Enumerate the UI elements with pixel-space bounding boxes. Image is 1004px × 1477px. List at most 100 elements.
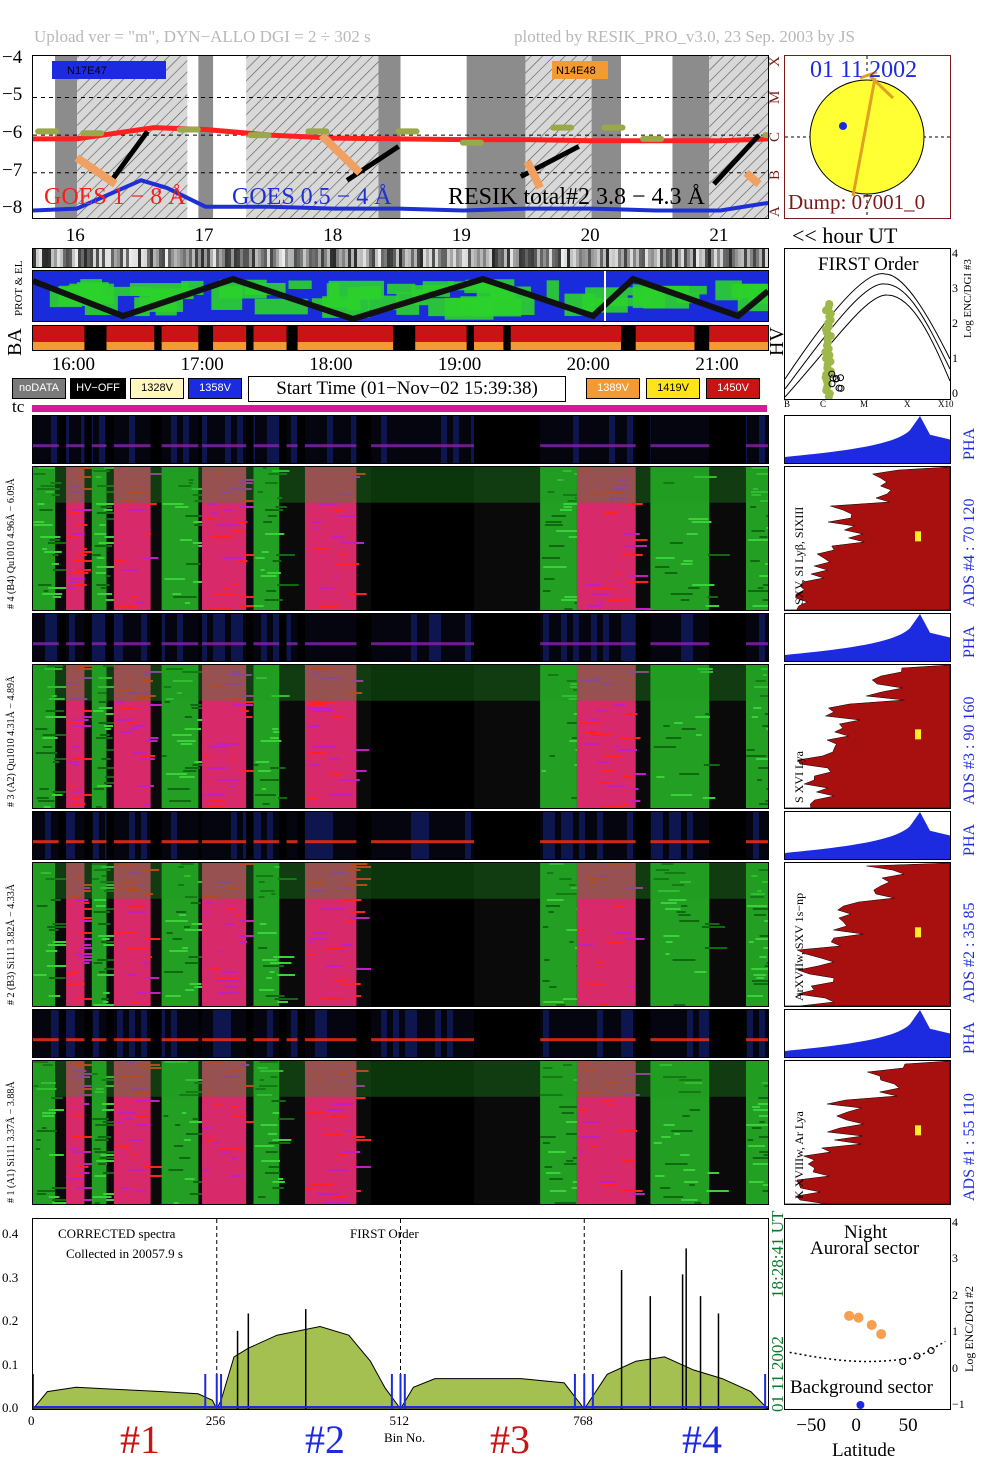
resik-orange-segment [523,159,544,190]
goes-y-tick: −5 [2,84,23,106]
spectrum-panel [32,1218,769,1410]
hour-tick: 21 [709,225,729,246]
latitude-xlabel: Latitude [832,1440,896,1461]
region-tag-right-label: N14E48 [556,65,596,77]
prot-strip [32,270,769,322]
section-label: #2 [305,1417,345,1462]
goes-series-line [33,178,768,213]
spectrum-y-tick: 0.0 [2,1400,19,1415]
section-label: #1 [120,1417,160,1462]
pha-strip [32,613,769,662]
goes-y-tick: −6 [2,122,23,144]
prot-orbit-track [33,275,768,321]
pha-label: PHA [961,1021,978,1054]
goes-plot [33,56,768,218]
time-tick: 18:00 [309,354,353,375]
detector-label: # 1 (A1) Si111 3.37Å − 3.88Å [6,1081,17,1203]
latitude-y-tick: 0 [952,1360,958,1375]
spectrum-x-tick: 768 [573,1413,593,1428]
first-order-ylabel: Log ENC/DGI #3 [962,259,974,338]
tc-strip [32,405,767,412]
latitude-ylabel: Log ENC/DGI #2 [962,1286,976,1372]
first-order-x-tick: B [784,399,791,409]
detector-label: # 2 (B3) Si111 3.82Å − 4.33Å [6,883,17,1005]
spectrogram [32,1060,769,1205]
latitude-bottom-label: Background sector [790,1377,933,1398]
sun-disk-plot [785,56,950,218]
legend-item: 1419V [646,378,700,399]
spectrum-y-tick: 0.3 [2,1269,19,1285]
spectrum-plot [33,1219,768,1409]
background-point [913,1352,921,1360]
resik-orange-segment [318,132,363,176]
line-ids-label: SXV, SI Lyβ, SIXIII [792,506,806,605]
header-left: Upload ver = "m", DYN−ALLO DGI = 2 ÷ 302… [34,27,371,46]
pha-strip [32,1009,769,1058]
pha-histogram [784,613,951,662]
goes-class-letter: A [767,206,783,218]
sun-disk [809,79,925,195]
goes-class-letter: C [767,132,783,143]
first-order-y-tick: 0 [952,386,958,400]
first-order-y-tick: 2 [952,316,958,330]
line-ids-label: S XVI Lya [792,751,806,803]
dump-label: Dump: 07001_0 [788,190,926,214]
auroral-point [853,1312,864,1323]
pha-label: PHA [961,823,978,856]
time-tick: 21:00 [695,354,739,375]
header-right: plotted by RESIK_PRO_v3.0, 23 Sep. 2003 … [514,27,855,46]
goes-class-letter: B [767,169,783,180]
first-order-title: FIRST Order [818,254,919,275]
first-order-x-tick: X10 [938,399,954,409]
background-point [899,1358,907,1365]
goes-shade-band [466,56,526,218]
goes-long-label: GOES 1 − 8 Å [44,184,186,210]
pha-histogram [784,811,951,860]
hour-axis-label: << hour UT [792,223,898,248]
time-tick: 20:00 [566,354,610,375]
pha-strip [32,415,769,464]
spectrum-y-tick: 0.2 [2,1313,19,1329]
resik-total-label: RESIK total#2 3.8 − 4.3 Å [448,184,705,210]
legend-item: 1450V [706,378,760,399]
hour-tick: 16 [65,225,85,246]
line-ids-label: ArXVIIw, SXV 1s−np [792,892,806,1001]
section-label: #3 [490,1417,530,1462]
resik-segment [712,133,761,186]
spectrum-text-collected: Collected in 20057.9 s [66,1246,183,1261]
auroral-point [866,1319,877,1330]
latitude-y-tick: 3 [952,1251,958,1266]
spectrogram [32,664,769,809]
resik-orange-segment [74,154,118,188]
hour-tick: 18 [323,225,343,246]
resik-orange-segment [743,169,762,188]
time-tick: 19:00 [437,354,482,375]
ads-histogram [784,1060,951,1205]
auroral-point [844,1310,855,1321]
legend-item: 1358V [188,378,242,399]
latitude-x-tick: 50 [898,1415,918,1436]
spectrum-x-tick: 512 [389,1413,410,1428]
ads-histogram [784,466,951,611]
ads-label: ADS #2 : 35 85 [961,902,978,1003]
spectrum-y-tick: 0.1 [2,1356,19,1372]
goes-shade-band [591,56,621,218]
section-label: #4 [682,1417,722,1462]
first-order-x-tick: C [820,399,827,409]
spectrum-text-corrected: CORRECTED spectra [58,1226,176,1241]
pha-histogram [784,1009,951,1058]
goes-lightcurve-panel [32,55,769,219]
goes-shade-band [198,56,214,218]
latitude-y-tick: −1 [952,1397,965,1412]
latitude-y-tick: 1 [952,1324,958,1339]
region-tag-left: N17E47 [52,61,166,79]
legend-item: 1328V [130,378,184,399]
start-time-box: Start Time (01−Nov−02 15:39:38) [248,376,566,402]
ads-label: ADS #4 : 70 120 [961,498,978,607]
region-tag-right: N14E48 [552,61,608,79]
hour-tick: 19 [451,225,471,246]
latitude-y-tick: 4 [952,1214,958,1229]
spectrum-xlabel: Bin No. [384,1430,426,1445]
goes-shade-band [672,56,710,218]
detector-label: # 4 (B4) Qu1010 4.96Å − 6.09Å [6,478,17,609]
